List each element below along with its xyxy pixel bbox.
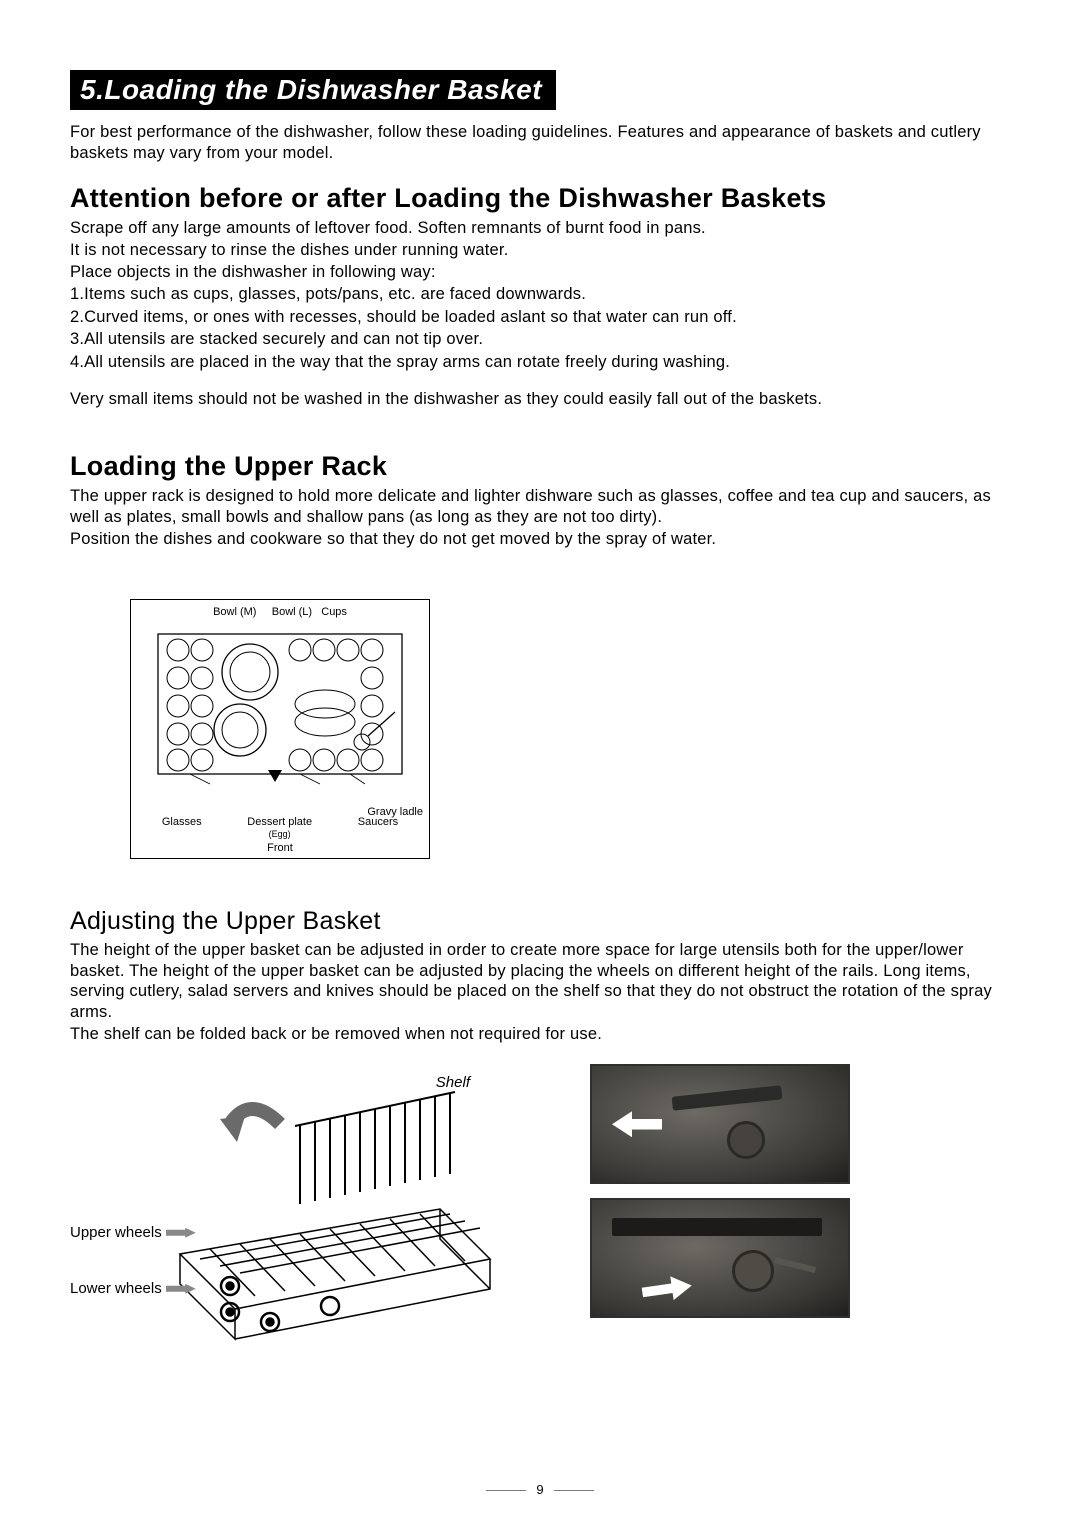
attention-item-1: 1.Items such as cups, glasses, pots/pans… (70, 284, 1010, 305)
label-glasses: Glasses (162, 816, 202, 840)
label-bowl-m: Bowl (M) (213, 606, 256, 618)
basket-line-drawing: Shelf Upper wheels Lower wheels (70, 1064, 530, 1344)
label-egg: (Egg) (269, 829, 291, 839)
lower-wheels-text: Lower wheels (70, 1280, 162, 1297)
intro-text: For best performance of the dishwasher, … (70, 122, 1010, 163)
attention-item-3: 3.All utensils are stacked securely and … (70, 329, 1010, 350)
label-front: Front (131, 842, 429, 854)
attention-note: Very small items should not be washed in… (70, 389, 1010, 410)
upper-rack-p2: Position the dishes and cookware so that… (70, 529, 1010, 550)
label-dessert-plate: Dessert plate (247, 816, 312, 828)
label-lower-wheels: Lower wheels (70, 1280, 196, 1297)
label-saucers: Saucers (358, 816, 398, 840)
arrow-icon (166, 1228, 196, 1238)
attention-p3: Place objects in the dishwasher in follo… (70, 262, 1010, 283)
label-bowl-l: Bowl (L) (272, 606, 312, 618)
attention-item-2: 2.Curved items, or ones with recesses, s… (70, 307, 1010, 328)
upper-rack-heading: Loading the Upper Rack (70, 451, 1010, 482)
adjust-heading: Adjusting the Upper Basket (70, 907, 1010, 936)
attention-item-4: 4.All utensils are placed in the way tha… (70, 352, 1010, 373)
label-shelf: Shelf (436, 1074, 470, 1091)
section-banner: 5.Loading the Dishwasher Basket (70, 70, 556, 110)
diagram-box: Bowl (M) Bowl (L) Cups (130, 599, 430, 859)
upper-rack-diagram: Bowl (M) Bowl (L) Cups (70, 599, 1010, 879)
label-cups: Cups (321, 606, 347, 618)
manual-page: 5.Loading the Dishwasher Basket For best… (0, 0, 1080, 1527)
page-number-value: 9 (536, 1482, 543, 1497)
upper-rack-p1: The upper rack is designed to hold more … (70, 486, 1010, 527)
rack-svg (131, 622, 429, 792)
photo-wheel-bottom (590, 1198, 850, 1318)
adjust-p1: The height of the upper basket can be ad… (70, 940, 1010, 1023)
adjust-p2: The shelf can be folded back or be remov… (70, 1024, 1010, 1045)
label-upper-wheels: Upper wheels (70, 1224, 196, 1241)
photo-column (590, 1064, 850, 1364)
page-number: 9 (0, 1482, 1080, 1497)
photo-wheel-top (590, 1064, 850, 1184)
attention-heading: Attention before or after Loading the Di… (70, 183, 1010, 214)
attention-p1: Scrape off any large amounts of leftover… (70, 218, 1010, 239)
arrow-icon (166, 1284, 196, 1294)
attention-p2: It is not necessary to rinse the dishes … (70, 240, 1010, 261)
bottom-figure-row: Shelf Upper wheels Lower wheels (70, 1064, 1010, 1364)
upper-wheels-text: Upper wheels (70, 1224, 162, 1241)
